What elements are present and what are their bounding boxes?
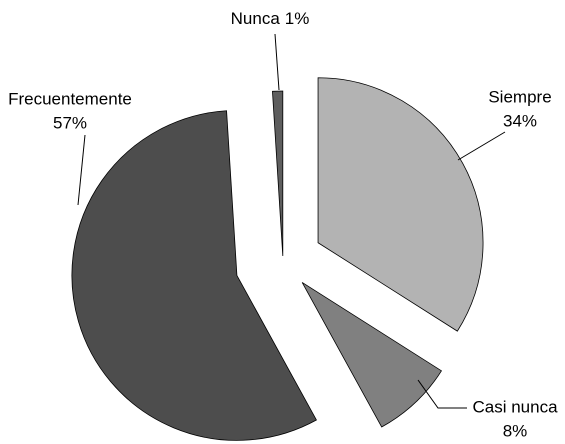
pie-slice [272,90,284,257]
pie-slice [301,282,443,428]
slice-value-label: 1% [285,9,310,28]
slice-value-label: 34% [503,111,537,130]
slice-label: Frecuentemente [8,89,132,108]
slice-label-group: Nunca 1% [231,9,310,28]
slice-label: Siempre [488,87,551,106]
pie-slice [71,110,317,441]
leader-line [77,134,86,206]
leader-line [457,131,506,161]
slice-label: Casi nunca [472,397,558,416]
slice-value-label: 57% [53,113,87,132]
slice-label: Nunca [231,9,281,28]
pie-slice [317,77,484,332]
leader-line [274,33,280,91]
slice-value-label: 8% [503,421,528,440]
leader-line [417,379,467,409]
